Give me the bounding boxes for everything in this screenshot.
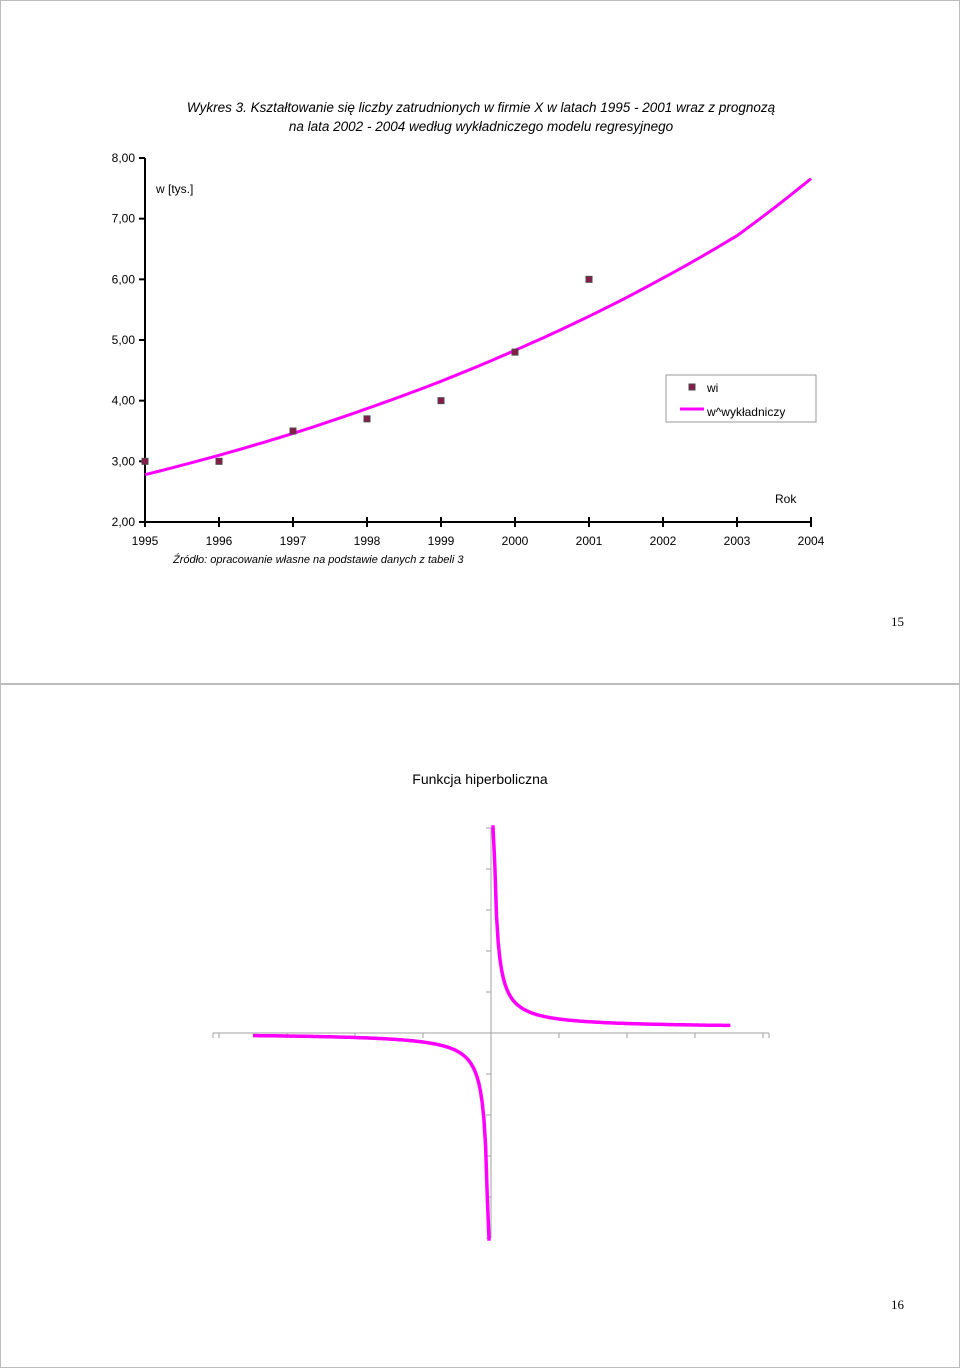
legend-box bbox=[665, 374, 817, 423]
y-tick-label: 8,00 bbox=[112, 151, 136, 165]
x-axis-label: Rok bbox=[775, 492, 797, 506]
series-line-w-wykladniczy bbox=[144, 177, 812, 477]
y-axis-label: w [tys.] bbox=[155, 182, 193, 196]
legend: wi w^wykładniczy bbox=[665, 374, 817, 423]
chart-title-line1: Wykres 3. Kształtowanie się liczby zatru… bbox=[186, 100, 776, 115]
hyperbola-left-branch bbox=[253, 1033, 491, 1241]
x-tick-label: 2002 bbox=[650, 534, 677, 548]
y-tick-label: 7,00 bbox=[112, 212, 136, 226]
x-tick-label: 1998 bbox=[354, 534, 381, 548]
x-tick-label: 1997 bbox=[280, 534, 307, 548]
chart-title: Funkcja hiperboliczna bbox=[412, 771, 548, 787]
x-tick-label: 2000 bbox=[502, 534, 529, 548]
chart-title: Wykres 3. Kształtowanie się liczby zatru… bbox=[151, 98, 811, 136]
page-15: Wykres 3. Kształtowanie się liczby zatru… bbox=[0, 0, 960, 684]
y-tick-label: 6,00 bbox=[112, 272, 136, 286]
x-tick-label: 2001 bbox=[576, 534, 603, 548]
page-16: Funkcja hiperboliczna 16 bbox=[0, 684, 960, 1368]
legend-label-wi: wi bbox=[706, 381, 718, 395]
x-tick-label: 1999 bbox=[428, 534, 455, 548]
x-tick-label: 2004 bbox=[798, 534, 825, 548]
data-point-wi bbox=[141, 457, 149, 465]
data-point-wi bbox=[511, 348, 519, 356]
x-tick-label: 1995 bbox=[132, 534, 159, 548]
data-point-wi bbox=[363, 415, 371, 423]
chart-title-line2: na lata 2002 - 2004 według wykładniczego… bbox=[288, 119, 674, 134]
page-number: 16 bbox=[891, 1297, 904, 1312]
data-point-wi bbox=[585, 275, 593, 283]
page-number: 15 bbox=[891, 614, 904, 629]
source-note: Źródło: opracowanie własne na podstawie … bbox=[173, 554, 464, 566]
hyperbolic-chart bbox=[212, 825, 770, 1241]
y-tick-label: 4,00 bbox=[112, 394, 136, 408]
x-tick-label: 2003 bbox=[724, 534, 751, 548]
legend-marker-wi bbox=[688, 383, 696, 391]
data-point-wi bbox=[437, 397, 445, 405]
data-point-wi bbox=[215, 457, 223, 465]
x-tick-label: 1996 bbox=[206, 534, 233, 548]
hyperbola-right-branch bbox=[491, 825, 731, 1028]
y-tick-label: 2,00 bbox=[112, 515, 136, 529]
legend-label-w-wykladniczy: w^wykładniczy bbox=[706, 405, 785, 419]
y-tick-label: 3,00 bbox=[112, 454, 136, 468]
data-point-wi bbox=[289, 427, 297, 435]
employment-chart: 2,00 3,00 4,00 5,00 6,00 7,00 8,00 1995 1996 1997… bbox=[112, 151, 825, 548]
y-tick-label: 5,00 bbox=[112, 333, 136, 347]
